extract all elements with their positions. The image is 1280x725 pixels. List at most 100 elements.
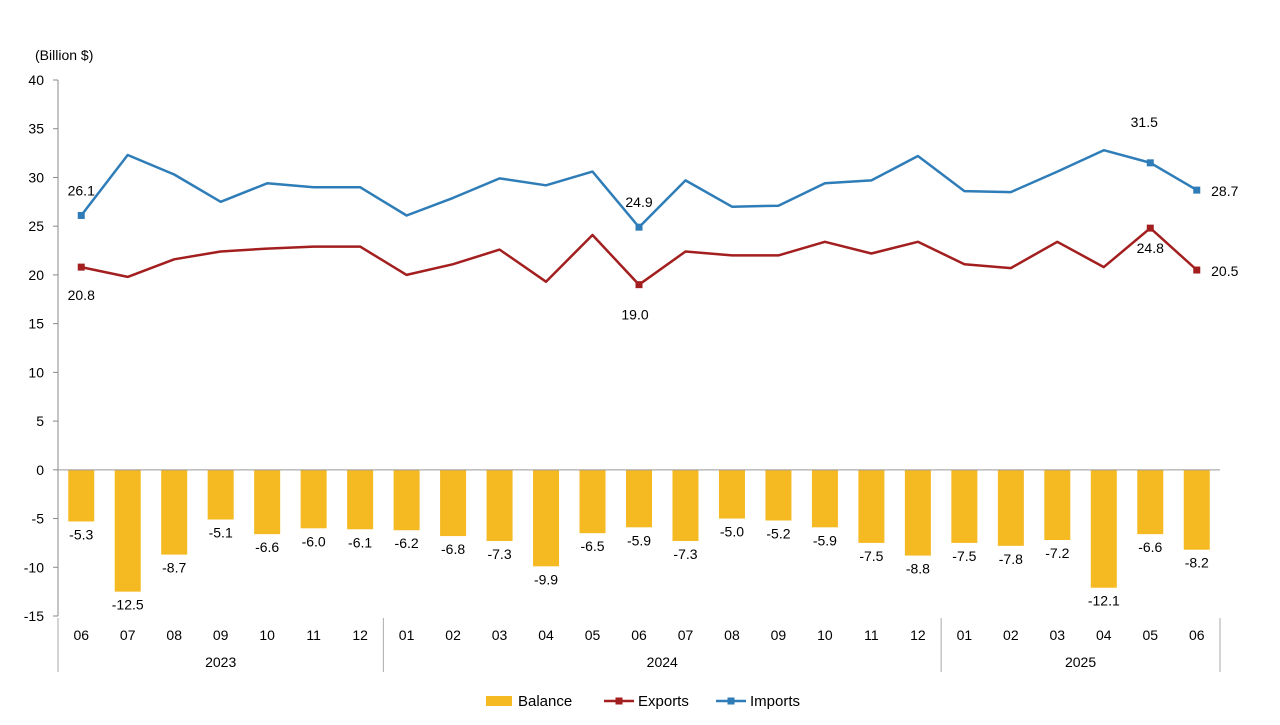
legend-label-balance: Balance (518, 693, 572, 710)
x-month-label: 12 (352, 627, 368, 643)
y-tick-label: -5 (32, 511, 45, 527)
balance-data-label: -8.7 (162, 560, 186, 576)
balance-bar (1183, 469, 1210, 550)
balance-bar (951, 469, 978, 543)
balance-bar (114, 469, 141, 592)
balance-data-label: -12.5 (112, 597, 144, 613)
exports-data-label: 20.8 (68, 287, 95, 303)
balance-bar (811, 469, 838, 528)
balance-data-label: -6.6 (1138, 539, 1162, 555)
balance-data-label: -6.1 (348, 534, 372, 550)
x-month-label: 10 (259, 627, 275, 643)
balance-data-label: -5.0 (720, 524, 744, 540)
balance-data-label: -9.9 (534, 571, 558, 587)
balance-bar (347, 469, 374, 530)
x-month-label: 06 (631, 627, 647, 643)
x-month-label: 09 (771, 627, 787, 643)
x-month-label: 10 (817, 627, 833, 643)
y-axis: 40 35 30 25 20 15 10 5 0 -5 -10 -15 (24, 72, 59, 624)
data-labels: 20.8 19.0 24.8 20.5 26.1 24.9 31.5 28.7 -5.3 -12.… (68, 114, 1239, 613)
imports-data-label: 28.7 (1211, 183, 1238, 199)
balance-bar (718, 469, 745, 519)
y-tick-label: 5 (36, 413, 44, 429)
x-month-label: 07 (120, 627, 136, 643)
x-month-label: 04 (1096, 627, 1112, 643)
balance-bar (68, 469, 95, 522)
exports-line (80, 226, 1198, 286)
balance-data-label: -6.2 (395, 535, 419, 551)
balance-data-label: -7.2 (1045, 545, 1069, 561)
balance-data-label: -7.5 (952, 548, 976, 564)
x-month-label: 01 (957, 627, 973, 643)
y-tick-label: 30 (28, 169, 44, 185)
balance-data-label: -5.9 (813, 532, 837, 548)
x-month-label: 04 (538, 627, 554, 643)
balance-bars (68, 469, 1210, 592)
x-month-label: 06 (1189, 627, 1205, 643)
balance-data-label: -5.2 (766, 525, 790, 541)
balance-bar (858, 469, 885, 543)
x-month-label: 08 (724, 627, 740, 643)
x-month-label: 11 (864, 627, 879, 643)
exports-marker (1193, 266, 1201, 274)
balance-bar (672, 469, 699, 541)
x-month-label: 02 (445, 627, 461, 643)
balance-data-label: -6.5 (580, 538, 604, 554)
y-tick-label: 40 (28, 72, 44, 88)
y-tick-label: 0 (36, 462, 44, 478)
balance-bar (254, 469, 281, 535)
line-series (77, 148, 1201, 289)
x-month-label: 08 (166, 627, 182, 643)
balance-data-label: -6.8 (441, 541, 465, 557)
x-month-label: 03 (1050, 627, 1066, 643)
exports-marker (635, 281, 643, 289)
legend: Balance Exports Imports (486, 693, 800, 710)
balance-bar (207, 469, 234, 520)
balance-data-label: -8.2 (1185, 555, 1209, 571)
x-year-label: 2024 (647, 654, 678, 670)
legend-label-exports: Exports (638, 693, 689, 710)
exports-marker (77, 263, 85, 271)
balance-data-label: -7.5 (859, 548, 883, 564)
y-tick-label: 35 (28, 121, 44, 137)
exports-marker (1146, 224, 1154, 232)
imports-data-label: 31.5 (1131, 114, 1158, 130)
balance-data-label: -5.1 (209, 525, 233, 541)
balance-bar (393, 469, 420, 531)
balance-bar (626, 469, 652, 528)
balance-bar (997, 469, 1024, 546)
imports-data-label: 24.9 (625, 194, 652, 210)
balance-data-label: -5.3 (69, 526, 93, 542)
balance-bar (300, 469, 327, 529)
imports-marker (77, 211, 85, 219)
balance-bar (1137, 469, 1164, 535)
x-year-label: 2025 (1065, 654, 1096, 670)
imports-data-label: 26.1 (68, 182, 95, 198)
legend-marker-imports (727, 697, 735, 705)
x-month-label: 01 (399, 627, 415, 643)
balance-data-label: -6.6 (255, 539, 279, 555)
y-tick-label: 15 (28, 316, 44, 332)
balance-data-label: -7.3 (487, 546, 511, 562)
balance-data-label: -8.8 (906, 561, 930, 577)
x-month-label: 09 (213, 627, 229, 643)
y-tick-label: 10 (28, 364, 44, 380)
exports-data-label: 19.0 (621, 307, 648, 323)
balance-bar (440, 469, 467, 537)
balance-bar (161, 469, 188, 555)
x-month-label: 02 (1003, 627, 1019, 643)
legend-label-imports: Imports (750, 693, 800, 710)
balance-data-label: -12.1 (1088, 593, 1120, 609)
imports-marker (1146, 159, 1154, 167)
imports-line (80, 148, 1198, 229)
balance-data-label: -6.0 (302, 533, 326, 549)
y-tick-label: 20 (28, 267, 44, 283)
x-month-label: 05 (585, 627, 601, 643)
balance-bar (1090, 469, 1117, 588)
balance-bar (533, 469, 560, 567)
y-axis-label: (Billion $) (35, 47, 93, 63)
balance-data-label: -5.9 (627, 532, 651, 548)
y-tick-label: 25 (28, 218, 44, 234)
legend-swatch-balance (486, 696, 512, 706)
